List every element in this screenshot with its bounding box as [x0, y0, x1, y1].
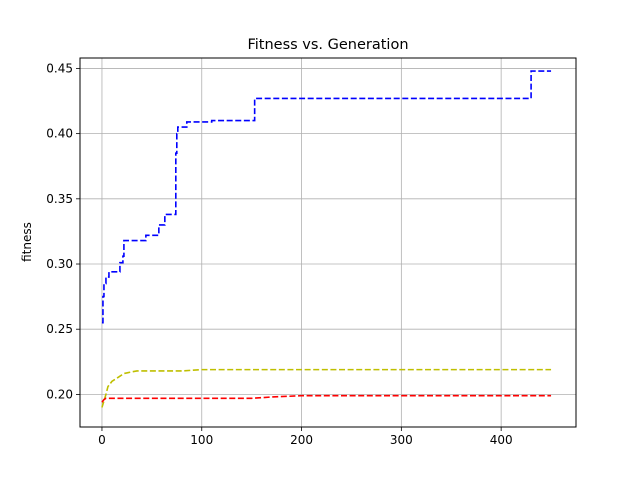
series-line-3 [101, 394, 552, 403]
x-tick-label: 300 [390, 433, 413, 447]
series-layer [101, 70, 552, 408]
x-tick-label: 0 [98, 433, 106, 447]
x-tick-label: 400 [490, 433, 513, 447]
y-tick-label: 0.45 [46, 61, 73, 75]
series-line-1 [101, 70, 552, 324]
y-tick-label: 0.25 [46, 322, 73, 336]
tick-layer: 0 100 200 300 400 0.20 0.25 0.30 0.35 0.40 0.45 [46, 61, 512, 447]
y-axis-label: fitness [20, 222, 34, 262]
y-tick-label: 0.35 [46, 192, 73, 206]
grid-layer [80, 58, 576, 427]
y-tick-label: 0.40 [46, 127, 73, 141]
x-tick-label: 200 [290, 433, 313, 447]
chart-title: Fitness vs. Generation [247, 37, 408, 53]
series-line-2 [101, 368, 552, 408]
y-tick-label: 0.20 [46, 387, 73, 401]
y-tick-label: 0.30 [46, 257, 73, 271]
x-tick-label: 100 [190, 433, 213, 447]
plot-frame [79, 57, 577, 428]
